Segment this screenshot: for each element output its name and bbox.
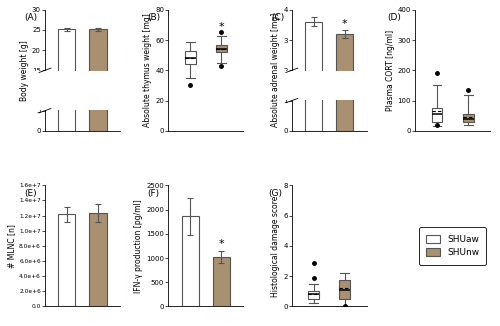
Y-axis label: Body weight [g]: Body weight [g] bbox=[20, 40, 29, 101]
Bar bbox=[185, 51, 196, 64]
Y-axis label: Histological damage score: Histological damage score bbox=[272, 195, 280, 297]
Bar bbox=[308, 291, 319, 299]
Y-axis label: IFN-γ production [pg/ml]: IFN-γ production [pg/ml] bbox=[134, 199, 143, 293]
Bar bbox=[90, 213, 106, 306]
Polygon shape bbox=[280, 71, 374, 100]
Bar bbox=[58, 214, 76, 306]
Bar bbox=[58, 29, 76, 131]
Y-axis label: Absolute thymus weight [mg]: Absolute thymus weight [mg] bbox=[144, 13, 152, 127]
Bar bbox=[90, 29, 106, 131]
Text: (G): (G) bbox=[268, 189, 282, 198]
Y-axis label: Plasma CORT [ng/ml]: Plasma CORT [ng/ml] bbox=[386, 30, 395, 111]
Bar bbox=[182, 216, 199, 306]
Legend: SHUaw, SHUnw: SHUaw, SHUnw bbox=[419, 227, 486, 264]
Bar bbox=[305, 22, 322, 131]
Text: (B): (B) bbox=[148, 13, 160, 22]
Text: (E): (E) bbox=[24, 189, 36, 198]
Bar bbox=[432, 108, 442, 122]
Text: *: * bbox=[218, 22, 224, 33]
Bar bbox=[336, 34, 353, 131]
Text: *: * bbox=[342, 19, 347, 29]
Text: *: * bbox=[218, 239, 224, 249]
Bar bbox=[340, 280, 350, 299]
Y-axis label: # MLNC [n]: # MLNC [n] bbox=[8, 224, 16, 268]
Bar bbox=[216, 45, 227, 52]
Bar bbox=[462, 114, 473, 122]
Bar bbox=[213, 257, 230, 306]
Text: (C): (C) bbox=[271, 13, 284, 22]
Polygon shape bbox=[34, 71, 128, 110]
Text: (D): (D) bbox=[387, 13, 400, 22]
Text: (F): (F) bbox=[148, 189, 160, 198]
Text: (A): (A) bbox=[24, 13, 37, 22]
Y-axis label: Absolute adrenal weight [mg]: Absolute adrenal weight [mg] bbox=[272, 13, 280, 127]
